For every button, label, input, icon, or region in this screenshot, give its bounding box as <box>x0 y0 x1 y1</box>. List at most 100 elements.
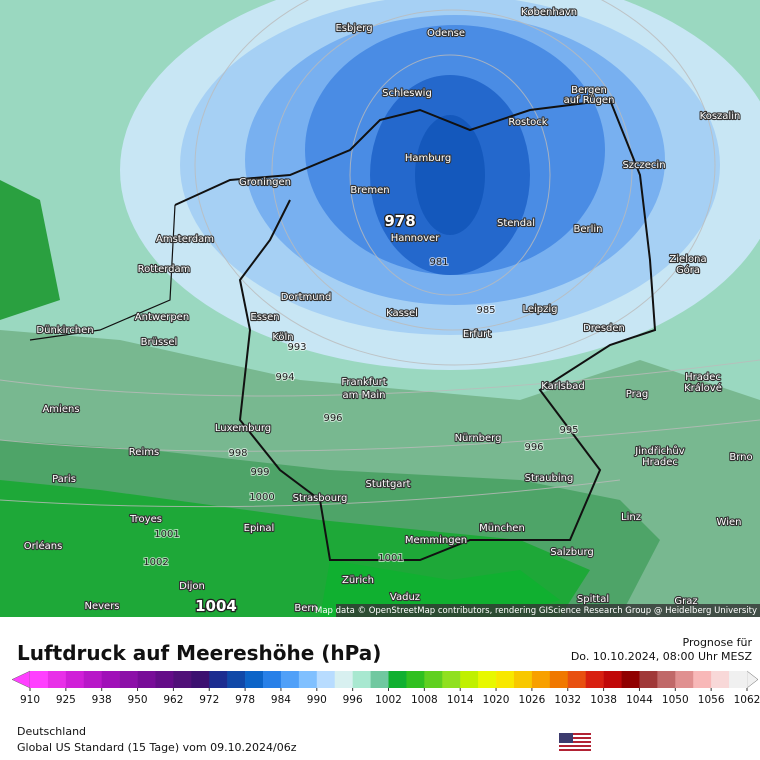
city-label: Hradec <box>642 457 678 468</box>
colorbar-swatch <box>209 671 228 688</box>
isobar-label: 985 <box>476 305 495 316</box>
attribution: Map data © OpenStreetMap contributors, r… <box>315 606 757 616</box>
city-label: Reims <box>129 447 159 458</box>
city-label: Stuttgart <box>366 479 411 490</box>
colorbar-swatch <box>531 671 551 688</box>
city-label: Bremen <box>350 185 389 196</box>
city-label: København <box>521 7 577 18</box>
city-label: Luxemburg <box>215 423 271 434</box>
isobar-label: 993 <box>287 342 306 353</box>
city-label: Odense <box>427 28 465 39</box>
isobar-label: 1000 <box>249 492 274 503</box>
city-label: Straubing <box>525 473 574 484</box>
colorbar-swatch <box>567 671 586 688</box>
city-label: Amsterdam <box>156 234 214 245</box>
colorbar-swatch <box>280 671 300 688</box>
colorbar-swatch <box>442 671 461 688</box>
colorbar-tick-label: 1056 <box>698 694 725 706</box>
city-label: Wien <box>717 517 742 528</box>
colorbar-swatch <box>675 671 694 688</box>
colorbar-swatch <box>65 671 85 688</box>
map-field <box>415 115 485 235</box>
colorbar-swatch <box>513 671 533 688</box>
city-label: auf Rügen <box>564 95 615 106</box>
city-label: Leipzig <box>522 304 557 315</box>
city-label: Kassel <box>386 308 418 319</box>
city-label: Linz <box>621 512 641 523</box>
city-label: Nevers <box>84 601 119 612</box>
colorbar-swatch <box>603 671 622 688</box>
city-label: Bern <box>294 603 317 614</box>
city-label: München <box>479 523 525 534</box>
isobar-label: 981 <box>429 257 448 268</box>
city-label: Salzburg <box>550 547 593 558</box>
colorbar-tick-label: 925 <box>56 694 76 706</box>
attribution-bar <box>336 604 760 617</box>
colorbar-swatch <box>119 671 138 688</box>
colorbar-swatch <box>370 671 389 688</box>
colorbar-swatch <box>729 671 748 688</box>
city-label: Karlsbad <box>541 381 584 392</box>
city-label: Jindřichův <box>634 445 684 457</box>
city-label: Epinal <box>244 523 275 534</box>
isobar-label: 1002 <box>143 557 168 568</box>
city-label: Vaduz <box>390 592 420 603</box>
colorbar-swatch <box>388 671 407 688</box>
map-field <box>0 180 60 320</box>
city-label: Zürich <box>342 575 374 586</box>
colorbar-swatch <box>334 671 353 688</box>
colorbar-swatch <box>245 671 264 688</box>
city-label: Schleswig <box>382 88 432 99</box>
colorbar-swatch <box>137 671 156 688</box>
colorbar-swatch <box>424 671 443 688</box>
colorbar-tick-label: 1044 <box>626 694 653 706</box>
isobar-label: 1001 <box>378 553 403 564</box>
colorbar-tick-label: 1050 <box>662 694 689 706</box>
city-label: am Main <box>343 390 386 401</box>
colorbar-tick-label: 938 <box>92 694 112 706</box>
city-label: Esbjerg <box>335 23 372 34</box>
colorbar-swatch <box>639 671 658 688</box>
city-label: Hannover <box>391 233 441 244</box>
forecast-time: Do. 10.10.2024, 08:00 Uhr MESZ <box>571 650 753 663</box>
colorbar-tick-label: 1002 <box>375 694 402 706</box>
colorbar-swatch <box>30 671 49 688</box>
colorbar-arrow <box>746 670 759 689</box>
city-label: Dresden <box>583 323 625 334</box>
city-label: Zielona <box>669 254 706 265</box>
colorbar-swatch <box>352 671 371 688</box>
isobar-label: 996 <box>323 413 342 424</box>
isobars <box>0 0 760 508</box>
city-label: Brno <box>729 452 752 463</box>
city-label: Spittal <box>577 594 609 605</box>
colorbar-swatch <box>173 671 192 688</box>
city-label: Dünkirchen <box>36 325 93 336</box>
colorbar-tick-label: 962 <box>163 694 183 706</box>
colorbar-swatch <box>263 671 282 688</box>
colorbar-tick-label: 996 <box>343 694 363 706</box>
city-label: Paris <box>52 474 76 485</box>
city-label: Koszalin <box>700 111 741 122</box>
colorbar-swatch <box>47 671 67 688</box>
city-label: Rotterdam <box>138 264 191 275</box>
region: Deutschland <box>17 725 86 738</box>
borders <box>29 98 657 561</box>
city-label: Amiens <box>42 404 79 415</box>
colorbar-swatch <box>585 671 604 688</box>
colorbar-swatch <box>298 671 318 688</box>
city-label: Memmingen <box>405 535 467 546</box>
city-label: Brüssel <box>141 337 178 348</box>
city-label: Frankfurt <box>341 377 386 388</box>
city-label: Erfurt <box>463 329 491 340</box>
colorbar: 910 925 938 950 962 972 978 984 990 996 1002 1008 10… <box>11 670 760 706</box>
city-label: Antwerpen <box>135 312 189 323</box>
colorbar-swatch <box>191 671 210 688</box>
colorbar-swatch <box>83 671 102 688</box>
city-label: Troyes <box>129 514 162 525</box>
colorbar-swatch <box>657 671 676 688</box>
city-label: Stendal <box>497 218 535 229</box>
colorbar-tick-label: 1038 <box>590 694 617 706</box>
isobar-label: 994 <box>275 372 294 383</box>
